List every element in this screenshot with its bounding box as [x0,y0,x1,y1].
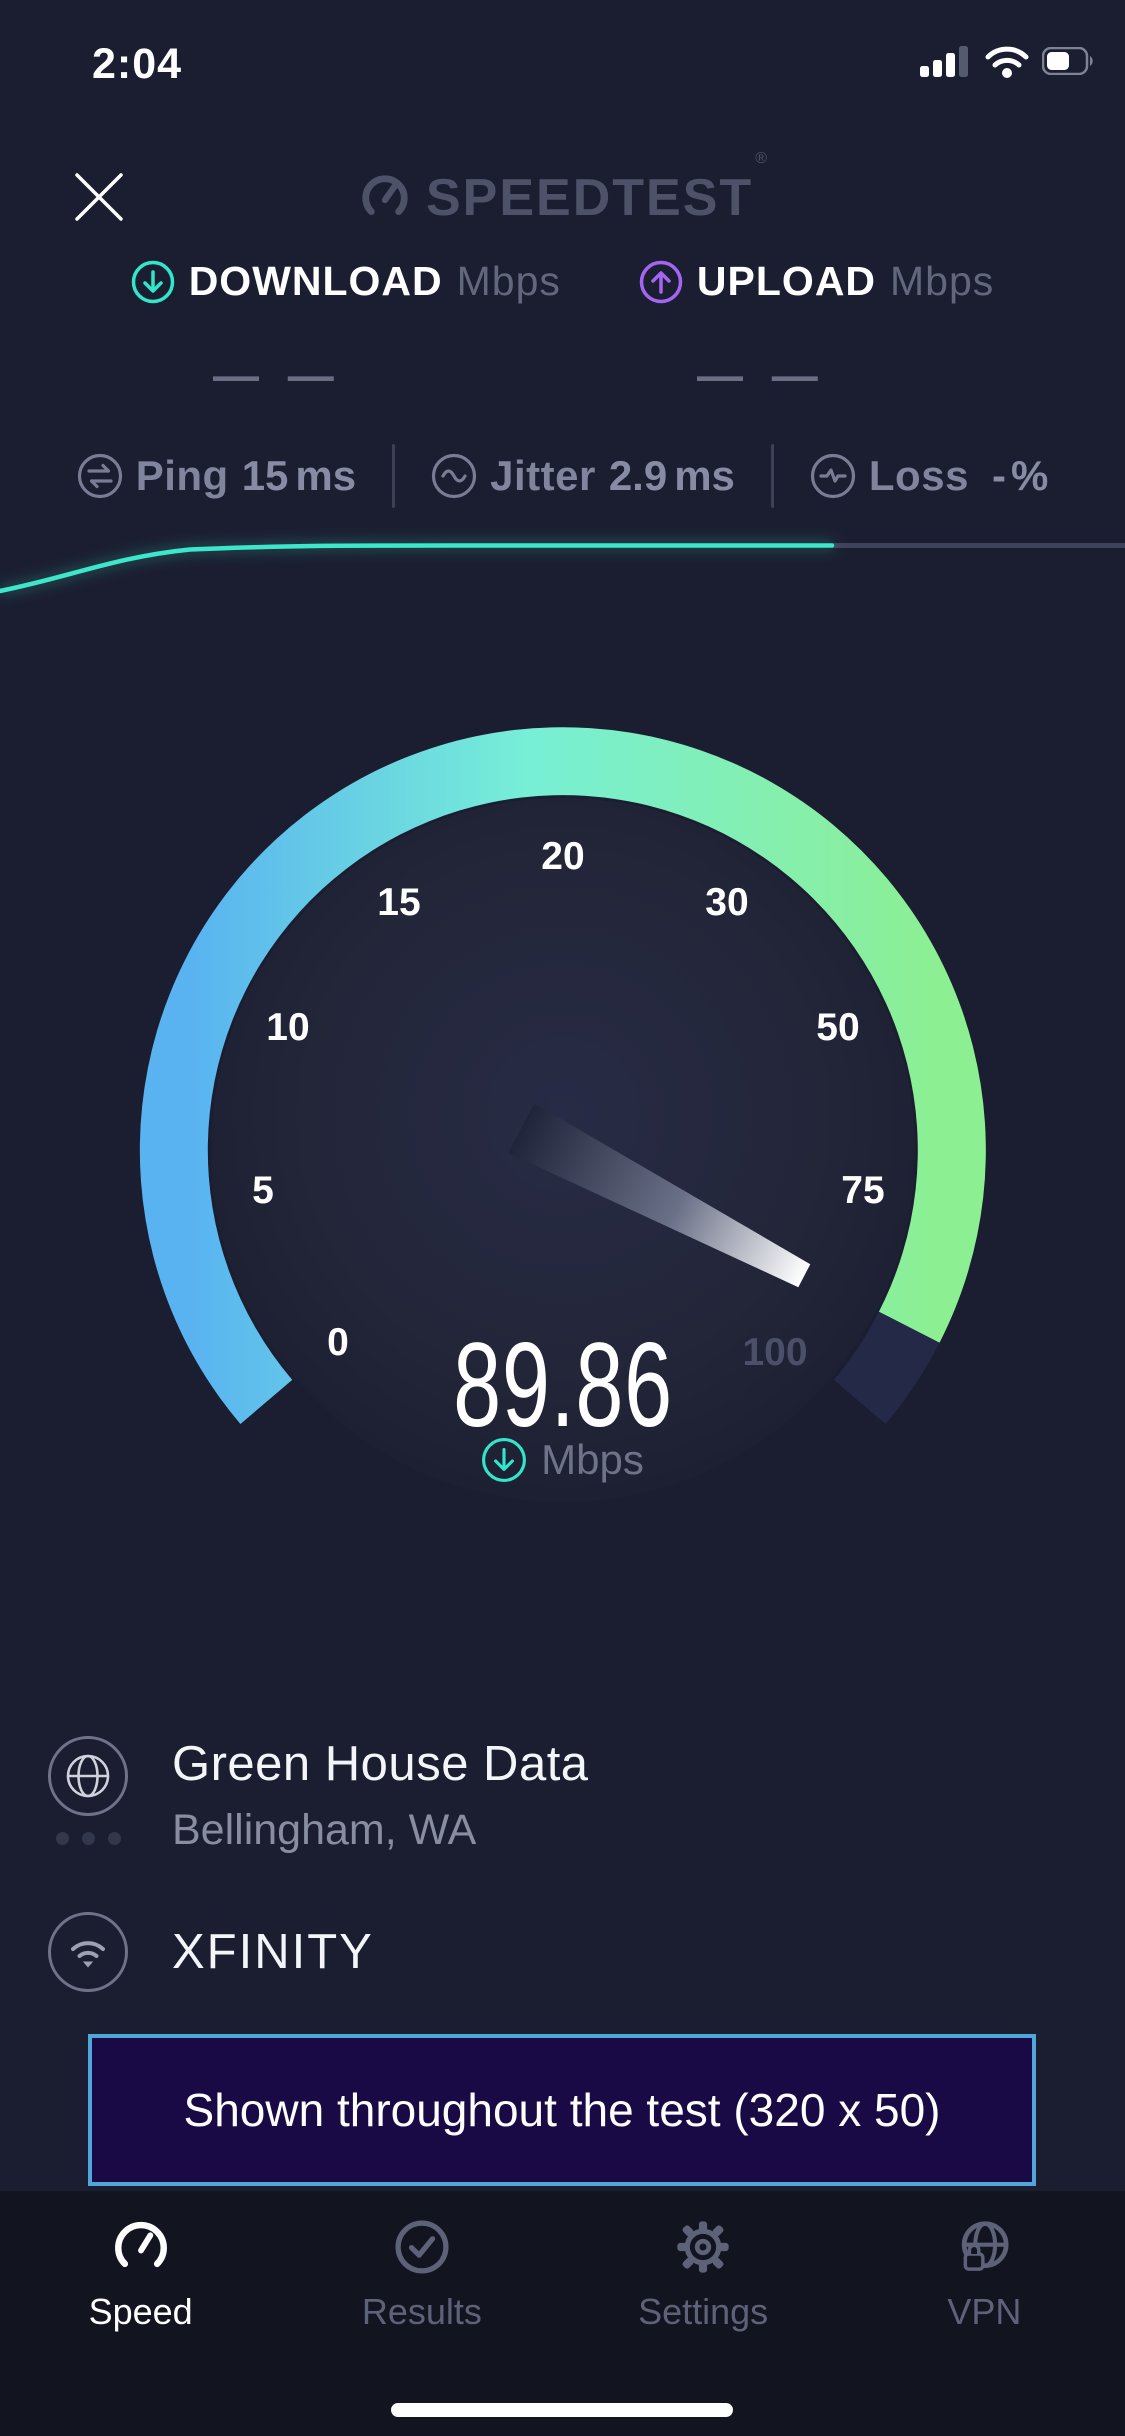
gauge-tick-50: 50 [816,1006,859,1049]
upload-value-placeholder: — — [697,349,826,401]
isp-name: XFINITY [172,1925,374,1979]
tab-results-label: Results [361,2291,482,2332]
speed-gauge-icon [114,2221,167,2268]
ping-label: Ping [135,452,229,499]
jitter-stat: Jitter 2.9 ms [431,452,735,500]
ad-banner-text: Shown throughout the test (320 x 50) [183,2084,941,2136]
speed-gauge: 0 5 10 15 20 30 50 75 100 [139,727,986,1502]
gauge-tick-100: 100 [742,1331,807,1374]
upload-header: UPLOAD Mbps [639,258,994,305]
isp-wifi-icon [48,1912,128,1992]
tab-results[interactable]: Results [281,2191,562,2436]
logo-wordmark: SPEEDTEST [426,169,754,227]
wifi-icon [985,46,1029,78]
gauge-tick-5: 5 [252,1169,274,1212]
loss-icon [810,453,856,499]
home-indicator[interactable] [391,2403,733,2417]
gauge-tick-10: 10 [266,1006,309,1049]
battery-icon [1042,47,1093,75]
download-arrow-icon [131,260,174,303]
gauge-tick-20: 20 [541,835,584,878]
status-icons [920,44,1097,78]
ping-value: 15 [241,452,289,499]
ad-banner[interactable]: Shown throughout the test (320 x 50) [88,2034,1036,2186]
ping-icon [77,453,122,499]
gauge-tick-15: 15 [377,881,420,924]
tab-vpn[interactable]: VPN [844,2191,1125,2436]
tab-vpn-label: VPN [947,2291,1022,2332]
metric-headers: DOWNLOAD Mbps UPLOAD Mbps [0,258,1125,305]
stat-divider [392,444,396,508]
ping-unit: ms [295,452,357,499]
loss-unit: % [1010,452,1049,499]
gauge-tick-30: 30 [705,881,748,924]
tab-speed-label: Speed [88,2291,193,2332]
speedtest-gauge-icon [362,175,408,216]
stat-divider [770,444,774,508]
gauge-tick-75: 75 [841,1169,884,1212]
cellular-signal-icon [920,46,968,77]
gauge-needle [508,1103,811,1288]
vpn-globe-lock-icon [962,2221,1009,2271]
settings-gear-icon [677,2221,729,2273]
jitter-value: 2.9 [608,452,668,499]
close-icon[interactable] [72,170,126,224]
ping-stat: Ping 15 ms [77,452,356,500]
download-arrow-icon [482,1438,527,1482]
upload-arrow-icon [639,260,683,303]
jitter-label: Jitter [490,452,596,499]
gauge-arc-filled [139,727,986,1424]
upload-label: UPLOAD [696,258,877,304]
jitter-icon [432,453,477,499]
download-speed-value: 89.86 [453,1318,673,1452]
server-name: Green House Data [172,1737,589,1791]
gauge-tick-0: 0 [327,1321,349,1364]
gauge-arc-remainder [833,1311,940,1424]
speed-sparkline [0,543,1125,594]
isp-row: XFINITY [48,1912,374,1992]
gauge-unit-label: Mbps [541,1436,644,1483]
loss-label: Loss [868,452,969,499]
download-label: DOWNLOAD [188,258,443,304]
status-time: 2:04 [92,40,183,88]
server-location: Bellingham, WA [172,1806,477,1854]
stats-row: Ping 15 ms Jitter 2.9 ms Loss - % [0,444,1125,508]
loss-stat: Loss - % [810,452,1048,500]
loss-value: - [991,452,1006,499]
tab-bar: Speed Results [0,2191,1125,2436]
jitter-unit: ms [674,452,735,499]
download-speed-unit-row: Mbps [0,1436,1125,1484]
download-unit: Mbps [456,258,561,304]
server-globe-icon [48,1736,128,1816]
upload-unit: Mbps [890,258,995,304]
download-value-placeholder: — — [213,349,342,401]
download-header: DOWNLOAD Mbps [131,258,561,305]
connection-dots [56,1832,121,1845]
tab-settings[interactable]: Settings [563,2191,844,2436]
app-logo: SPEEDTEST® [0,150,1125,228]
tab-settings-label: Settings [638,2291,769,2332]
results-check-icon [395,2220,449,2274]
server-row[interactable]: Green House Data Bellingham, WA [48,1736,589,1855]
tab-speed[interactable]: Speed [0,2191,281,2436]
logo-trademark: ® [755,150,767,167]
